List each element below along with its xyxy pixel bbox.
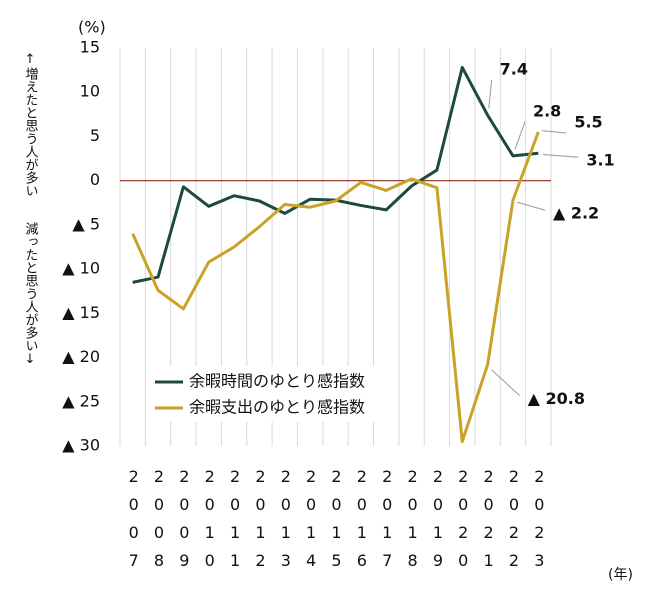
- data-label: 5.5: [574, 113, 602, 132]
- x-tick-label: 2008: [150, 467, 169, 579]
- x-tick-label: 2019: [428, 467, 447, 579]
- x-tick-label: 2013: [276, 467, 295, 579]
- legend-label: 余暇支出のゆとり感指数: [189, 398, 365, 417]
- x-tick-label: 2015: [327, 467, 346, 579]
- legend-box: [148, 366, 394, 422]
- leader-line: [514, 121, 526, 150]
- x-tick-label: 2020: [454, 467, 473, 579]
- leader-line: [543, 153, 579, 158]
- y-tick-label: 10: [80, 82, 100, 101]
- x-tick-label: 2011: [226, 467, 245, 579]
- y-note-up: ↑増えたと思う人が多い: [23, 52, 39, 197]
- leader-line: [488, 80, 493, 109]
- series-line: [131, 131, 540, 444]
- leader-line: [541, 130, 567, 134]
- leader-line: [491, 369, 520, 396]
- series-line: [132, 65, 539, 284]
- y-tick-label: ▲ 5: [72, 214, 100, 233]
- leader-line: [516, 201, 546, 211]
- x-tick-label: 2007: [124, 467, 143, 579]
- x-tick-label: 2012: [251, 467, 270, 579]
- data-label: 7.4: [500, 60, 528, 79]
- y-tick-label: 15: [80, 38, 100, 57]
- data-label: 2.8: [533, 101, 561, 120]
- data-label: ▲ 20.8: [528, 389, 585, 408]
- x-tick-label: 2017: [378, 467, 397, 579]
- x-unit: (年): [608, 567, 633, 583]
- y-tick-label: ▲ 15: [62, 303, 100, 322]
- y-tick-label: ▲ 20: [62, 347, 100, 366]
- y-tick-label: 0: [90, 170, 100, 189]
- y-tick-label: ▲ 10: [62, 259, 100, 278]
- x-tick-label: 2018: [403, 467, 422, 579]
- x-tick-label: 2010: [200, 467, 219, 579]
- x-tick-label: 2021: [479, 467, 498, 579]
- y-tick-label: ▲ 30: [62, 436, 100, 455]
- y-tick-label: ▲ 25: [62, 391, 100, 410]
- x-tick-label: 2009: [175, 467, 194, 579]
- x-tick-label: 2023: [530, 467, 549, 579]
- y-unit: (%): [78, 18, 106, 37]
- x-tick-label: 2014: [302, 467, 321, 579]
- x-tick-label: 2022: [504, 467, 523, 579]
- data-label: ▲ 2.2: [553, 204, 599, 223]
- legend-label: 余暇時間のゆとり感指数: [189, 372, 365, 391]
- data-label: 3.1: [586, 151, 614, 170]
- y-tick-label: 5: [90, 126, 100, 145]
- y-note-down: 減ったと思う人が多い↓: [23, 221, 39, 367]
- x-tick-label: 2016: [352, 467, 371, 579]
